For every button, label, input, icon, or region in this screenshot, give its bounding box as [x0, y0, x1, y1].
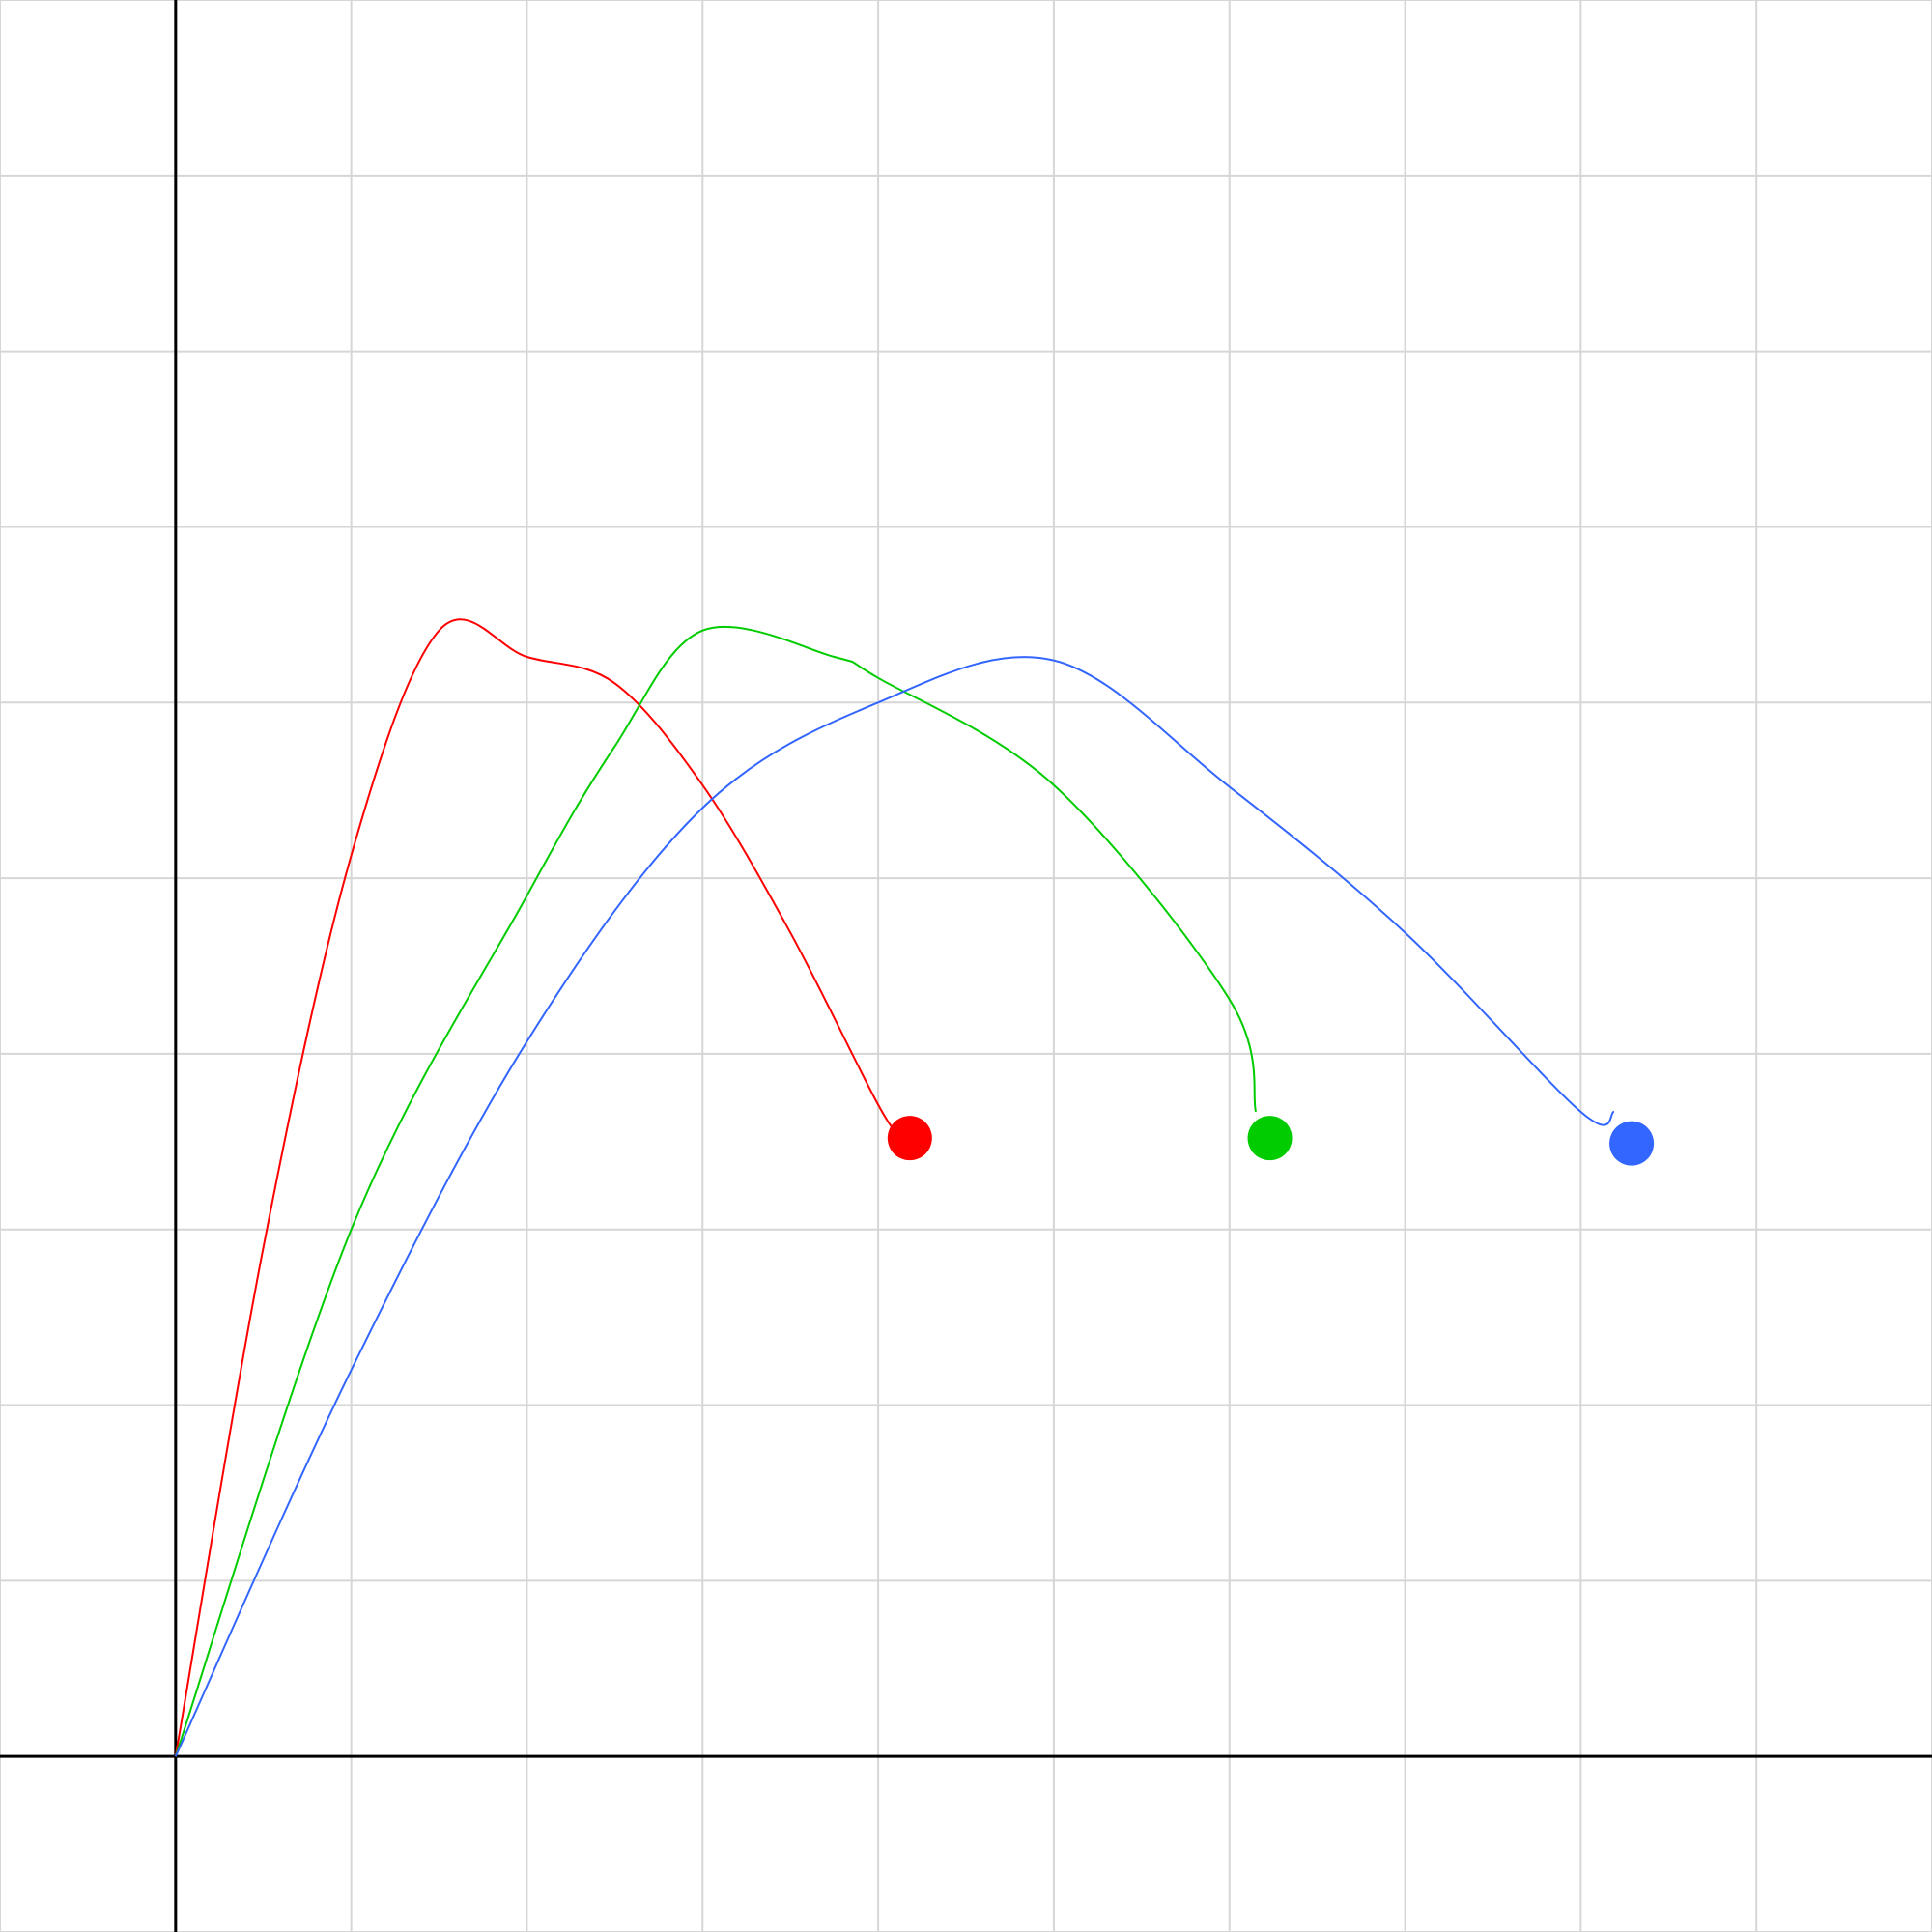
- series-line-1: [174, 618, 904, 1757]
- series-group: [174, 618, 1655, 1757]
- series-line-3: [174, 656, 1615, 1757]
- series-line-2: [174, 625, 1257, 1757]
- series-endpoint-1: [887, 1116, 932, 1161]
- series-endpoint-3: [1609, 1121, 1655, 1166]
- series-endpoint-2: [1247, 1116, 1293, 1161]
